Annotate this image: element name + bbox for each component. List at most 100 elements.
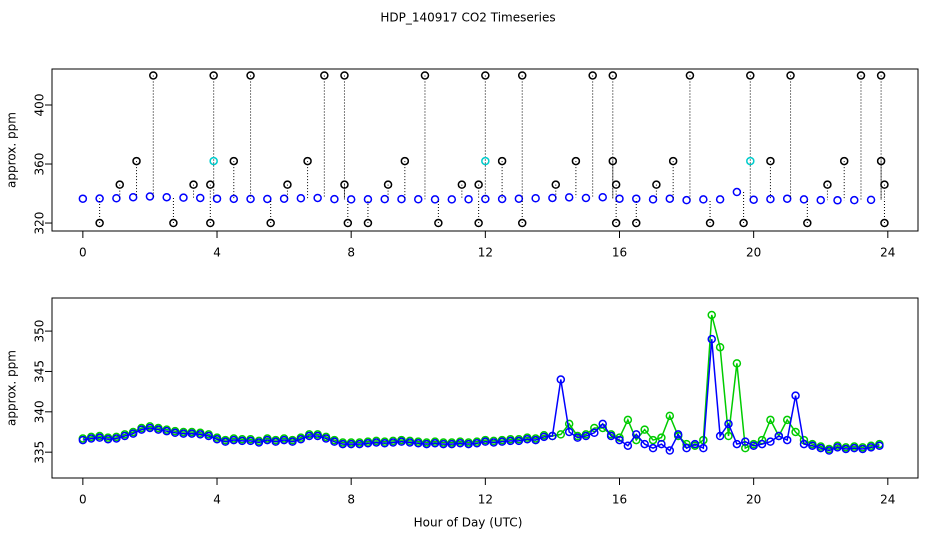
point	[481, 194, 490, 204]
point	[303, 156, 312, 166]
point	[640, 425, 649, 434]
point	[682, 443, 691, 453]
point	[340, 180, 349, 189]
point	[169, 218, 178, 228]
point	[397, 437, 406, 446]
point	[305, 431, 314, 441]
point	[447, 439, 457, 449]
point	[657, 439, 666, 449]
point	[246, 194, 255, 204]
point	[221, 437, 230, 446]
point	[880, 218, 889, 228]
point	[414, 439, 423, 448]
point	[115, 180, 125, 189]
x-tick-label: 24	[880, 493, 895, 507]
point	[514, 436, 524, 446]
point	[95, 433, 104, 442]
point	[179, 429, 188, 438]
point	[481, 437, 490, 446]
point	[363, 439, 373, 448]
point	[464, 195, 473, 204]
y-axis-title: approx. ppm	[5, 112, 19, 188]
point	[746, 156, 755, 166]
point	[383, 180, 393, 189]
point	[346, 439, 356, 449]
point	[266, 218, 275, 228]
point	[590, 428, 599, 438]
point	[715, 431, 725, 441]
point	[766, 415, 775, 425]
y-tick-label: 320	[33, 212, 47, 235]
point	[833, 196, 842, 205]
point	[209, 71, 218, 80]
point	[632, 430, 641, 439]
point	[539, 432, 549, 442]
x-tick-label: 12	[478, 493, 493, 507]
point	[78, 435, 88, 445]
point	[212, 435, 222, 444]
point	[313, 193, 322, 203]
point	[481, 71, 490, 80]
point	[632, 218, 641, 228]
point	[296, 193, 306, 203]
point	[187, 429, 197, 438]
point	[786, 71, 795, 80]
point	[189, 180, 198, 189]
point	[206, 180, 215, 189]
point	[690, 439, 700, 449]
point	[608, 156, 618, 166]
x-tick-label: 20	[746, 493, 761, 507]
point	[137, 425, 146, 434]
point	[414, 195, 423, 204]
point	[876, 71, 886, 80]
point	[497, 437, 507, 446]
x-axis-title: Hour of Day (UTC)	[414, 516, 523, 530]
point	[372, 438, 381, 447]
point	[707, 310, 716, 320]
point	[430, 439, 440, 448]
point	[474, 218, 483, 228]
point	[288, 437, 297, 446]
point	[420, 71, 430, 80]
x-tick-label: 20	[746, 246, 761, 260]
x-tick-label: 8	[347, 246, 355, 260]
x-tick-label: 4	[213, 246, 221, 260]
point	[523, 435, 532, 444]
point	[531, 193, 540, 203]
point	[95, 194, 104, 203]
point	[581, 431, 591, 441]
point	[517, 71, 527, 80]
point	[78, 194, 88, 203]
point	[652, 180, 661, 189]
y-axis-title: approx. ppm	[5, 350, 19, 426]
point	[823, 180, 832, 189]
y-tick-label: 400	[33, 94, 47, 117]
point	[705, 218, 715, 228]
point	[86, 434, 96, 443]
point	[548, 193, 557, 203]
point	[665, 194, 675, 203]
point	[343, 218, 353, 228]
point	[850, 443, 859, 453]
point	[724, 431, 733, 441]
point	[880, 180, 889, 189]
point	[833, 443, 842, 452]
point	[839, 156, 849, 166]
point	[506, 436, 515, 446]
x-tick-label: 0	[79, 493, 87, 507]
y-tick-label: 360	[33, 153, 47, 176]
point	[346, 195, 356, 204]
point	[581, 193, 591, 203]
point	[179, 193, 188, 202]
point	[571, 156, 581, 166]
point	[648, 443, 658, 453]
point	[623, 441, 633, 450]
point	[271, 437, 280, 446]
point	[850, 195, 859, 205]
point	[824, 446, 834, 455]
point	[279, 435, 289, 445]
point	[405, 438, 415, 447]
chart-title: HDP_140917 CO2 Timeseries	[380, 11, 555, 25]
